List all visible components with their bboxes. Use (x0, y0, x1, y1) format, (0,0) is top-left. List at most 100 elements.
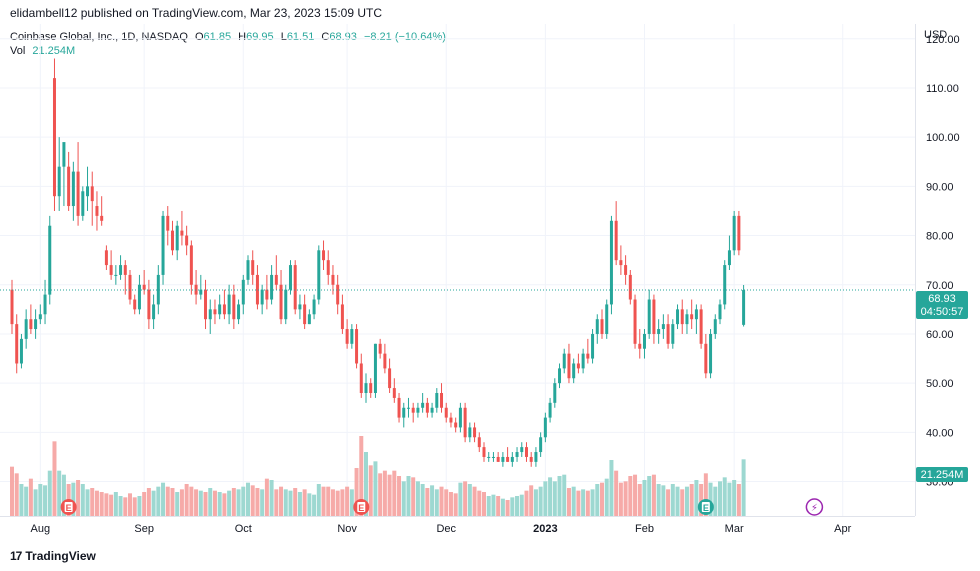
volume-bar (477, 490, 482, 516)
volume-bar (283, 489, 288, 516)
candle-body (29, 319, 33, 330)
price-axis[interactable]: 30.0040.0050.0060.0070.0080.0090.00100.0… (926, 34, 960, 489)
volume-bar (382, 470, 387, 516)
earnings-marker[interactable]: E (60, 499, 77, 515)
volume-tag-value: 21.254M (921, 469, 964, 481)
candle-body (241, 279, 245, 305)
volume-bar (194, 489, 199, 516)
candlestick-chart[interactable]: 30.0040.0050.0060.0070.0080.0090.00100.0… (0, 0, 980, 545)
bar-countdown: 04:50:57 (921, 306, 964, 318)
volume-bar (57, 470, 62, 516)
tradingview-brand[interactable]: 17 TradingView (10, 549, 96, 563)
x-tick-label: Mar (725, 523, 744, 535)
volume-bar (179, 489, 184, 516)
volume-bar (397, 476, 402, 516)
candle-body (567, 353, 571, 379)
candle-body (340, 304, 344, 330)
candle-body (652, 299, 656, 334)
candle-body (510, 456, 514, 462)
legend-volume-row: Vol 21.254M (10, 44, 446, 58)
candle-body (694, 309, 698, 320)
candle-body (19, 338, 23, 364)
volume-bar (453, 493, 458, 516)
volume-bar (99, 492, 104, 516)
candle-body (680, 309, 684, 325)
volume-bar (71, 482, 76, 516)
candle-body (38, 314, 42, 320)
x-tick-label: Apr (834, 523, 851, 535)
volume-bar (718, 481, 722, 516)
candle-body (359, 363, 363, 393)
candle-body (435, 393, 439, 408)
candle-body (657, 329, 661, 334)
candle-body (421, 402, 425, 408)
volume-bar (61, 474, 66, 516)
candle-body (373, 343, 377, 393)
candle-body (463, 407, 467, 438)
candle-body (288, 265, 292, 290)
volume-bar (590, 489, 595, 516)
volume-bar (161, 482, 166, 516)
candle-body (661, 324, 665, 330)
volume-bar (118, 496, 123, 516)
candle-body (331, 274, 335, 285)
volume-bar (264, 478, 269, 516)
candle-body (52, 78, 56, 197)
symbol-label[interactable]: Coinbase Global, Inc., 1D, NASDAQ (10, 31, 188, 43)
candle-body (95, 206, 99, 216)
volume-bar (156, 486, 161, 516)
time-axis[interactable]: Aug Sep Oct Nov Dec 2023 Feb Mar Apr (31, 523, 852, 535)
candle-body (251, 260, 255, 275)
candle-body (345, 329, 349, 344)
earnings-marker[interactable]: E (697, 499, 714, 515)
event-markers: E E E ⚡ (60, 498, 824, 516)
candle-body (142, 284, 146, 290)
candle-body (742, 290, 746, 325)
volume-bar (128, 493, 132, 516)
volume-bar (47, 470, 52, 516)
candle-body (520, 447, 524, 453)
candle-body (638, 343, 642, 349)
currency-label: USD (924, 29, 947, 41)
y-tick-label: 70.00 (926, 280, 954, 292)
candle-body (260, 289, 264, 305)
candle-body (123, 265, 127, 275)
candle-body (222, 304, 226, 315)
candle-body (444, 407, 448, 418)
candle-body (709, 333, 713, 374)
earnings-marker[interactable]: E (353, 499, 370, 515)
y-tick-label: 50.00 (926, 378, 954, 390)
volume-bar (345, 486, 350, 516)
volume-bar (231, 488, 236, 516)
candle-body (270, 274, 274, 300)
candle-body (449, 417, 453, 423)
last-price-value: 68.93 (928, 293, 956, 305)
volume-bar (279, 486, 284, 516)
candle-body (100, 215, 104, 221)
volume-bar (203, 492, 208, 516)
candle-body (411, 407, 415, 413)
volume-bar (708, 482, 713, 516)
volume-bar (198, 490, 203, 516)
volume-bar (533, 489, 538, 516)
volume-bar (666, 489, 671, 516)
candle-body (524, 447, 528, 457)
y-tick-label: 90.00 (926, 181, 954, 193)
volume-bar (137, 496, 142, 516)
volume-bar (10, 466, 14, 516)
candle-body (586, 353, 590, 359)
change-value: −8.21 (−10.64%) (363, 31, 446, 43)
candle-body (718, 304, 722, 320)
candle-body (473, 427, 477, 438)
candle-body (713, 319, 717, 334)
volume-bar (269, 480, 274, 516)
candle-body (458, 407, 462, 428)
volume-bar (43, 485, 48, 516)
candle-body (468, 427, 472, 438)
volume-bar (330, 489, 335, 516)
volume-bar (661, 485, 666, 516)
dividend-lightning-marker[interactable]: ⚡ (805, 498, 824, 516)
volume-bar (633, 474, 638, 516)
candle-body (482, 447, 486, 457)
candle-body (369, 383, 373, 393)
